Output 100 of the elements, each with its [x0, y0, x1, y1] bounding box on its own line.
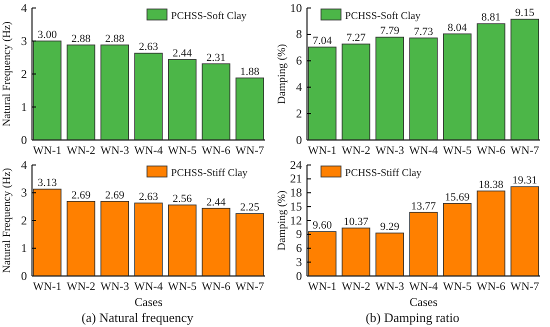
data-label: 2.88	[105, 32, 125, 45]
y-tick-label: 2	[21, 66, 27, 81]
legend-label: PCHSS-Stiff Clay	[345, 168, 422, 179]
bar	[342, 44, 370, 140]
y-tick-label: 2	[21, 213, 27, 228]
x-tick-label: WN-7	[510, 144, 540, 157]
y-tick-label: 21	[290, 172, 302, 186]
x-tick-label: WN-7	[510, 280, 540, 293]
x-tick-label: WN-5	[442, 280, 472, 293]
legend-label: PCHSS-Soft Clay	[171, 11, 248, 22]
bar	[308, 231, 336, 276]
data-label: 7.27	[346, 32, 366, 44]
x-tick-label: WN-4	[409, 144, 438, 157]
bar	[168, 59, 197, 140]
bar	[134, 202, 163, 276]
data-label: 8.81	[481, 12, 501, 24]
bar	[409, 212, 438, 276]
y-tick-label: 4	[21, 158, 27, 172]
bar	[476, 190, 506, 276]
x-tick-label: WN-1	[308, 144, 337, 157]
data-label: 9.29	[380, 221, 400, 234]
x-tick-label: WN-2	[342, 144, 371, 157]
x-tick-label: WN-6	[476, 144, 506, 157]
y-tick-label: 4	[296, 80, 302, 94]
data-label: 9.15	[515, 7, 535, 20]
bar	[134, 52, 163, 140]
data-label: 2.44	[206, 196, 226, 208]
data-label: 2.88	[71, 32, 92, 45]
y-tick-label: 10	[290, 0, 302, 15]
y-tick-label: 0	[21, 268, 27, 283]
y-tick-label: 0	[296, 132, 302, 147]
y-tick-label: 12	[290, 213, 302, 228]
y-tick-label: 0	[21, 132, 27, 147]
y-axis-title: Natural Frequency (Hz)	[1, 21, 13, 127]
bar	[443, 203, 472, 276]
y-tick-label: 0	[296, 268, 302, 283]
x-axis-title: Cases	[410, 295, 438, 309]
x-tick-label: WN-4	[409, 280, 438, 293]
y-tick-label: 24	[290, 158, 302, 172]
y-tick-label: 1	[21, 100, 27, 114]
data-label: 1.88	[240, 66, 260, 78]
data-label: 2.63	[138, 191, 159, 204]
x-tick-label: WN-3	[375, 144, 404, 157]
x-tick-label: WN-2	[342, 280, 371, 293]
x-tick-label: WN-5	[168, 280, 197, 293]
y-tick-label: 6	[296, 54, 302, 68]
data-label: 2.44	[172, 47, 192, 60]
data-label: 9.60	[312, 220, 332, 232]
y-tick-label: 4	[21, 0, 27, 15]
data-label: 8.04	[448, 22, 468, 34]
bar	[236, 213, 264, 276]
bar	[510, 18, 540, 140]
bar	[202, 208, 230, 276]
data-label: 19.31	[512, 174, 538, 187]
y-tick-label: 15	[290, 199, 302, 214]
y-tick-label: 18	[290, 186, 302, 200]
bar	[100, 44, 129, 140]
bar	[100, 200, 129, 276]
y-axis-title: Damping (%)	[276, 44, 288, 104]
data-label: 3.00	[38, 29, 58, 41]
text: (b) Damping ratio	[366, 310, 460, 325]
x-tick-label: WN-3	[375, 280, 404, 293]
data-label: 18.38	[478, 178, 504, 191]
bar	[476, 23, 506, 140]
data-label: 15.69	[444, 191, 470, 204]
bar	[342, 228, 370, 276]
y-tick-label: 6	[296, 241, 302, 256]
data-label: 7.04	[312, 35, 332, 48]
x-axis-title: Cases	[134, 295, 163, 309]
x-tick-label: WN-4	[134, 280, 164, 293]
data-label: 2.56	[172, 192, 192, 205]
legend-label: PCHSS-Soft Clay	[345, 11, 422, 22]
bar	[443, 33, 472, 140]
y-tick-label: 8	[296, 27, 302, 42]
y-tick-label: 3	[21, 34, 27, 48]
data-label: 3.13	[38, 177, 58, 190]
data-label: 7.73	[414, 26, 434, 38]
x-tick-label: WN-7	[235, 144, 264, 157]
data-label: 2.25	[240, 202, 260, 214]
data-label: 7.79	[380, 25, 400, 38]
x-tick-label: WN-1	[32, 144, 62, 157]
bar	[66, 200, 96, 276]
y-tick-label: 3	[296, 254, 302, 269]
x-tick-label: WN-3	[100, 144, 130, 157]
y-tick-label: 3	[21, 186, 27, 200]
data-label: 10.37	[344, 216, 369, 228]
bar	[375, 232, 404, 276]
bar	[308, 46, 336, 140]
x-tick-label: WN-1	[32, 280, 62, 293]
bar	[32, 188, 62, 276]
data-label: 13.77	[411, 200, 436, 212]
bar	[375, 36, 404, 140]
x-tick-label: WN-6	[202, 280, 231, 293]
bar	[510, 186, 540, 276]
y-tick-label: 2	[296, 106, 302, 120]
x-tick-label: WN-2	[66, 280, 96, 293]
bar	[202, 63, 230, 140]
data-label: 2.31	[206, 52, 226, 64]
y-axis-title: Damping (%)	[276, 190, 288, 251]
x-tick-label: WN-6	[202, 144, 231, 157]
